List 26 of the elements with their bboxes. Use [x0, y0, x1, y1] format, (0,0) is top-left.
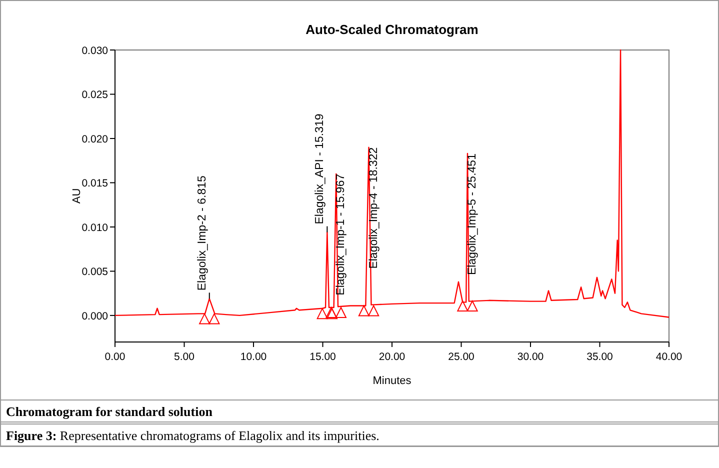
- y-tick-label: 0.015: [82, 178, 108, 190]
- x-axis-title: Minutes: [372, 375, 412, 387]
- annotation: Elagolix_API - 15.319: [314, 114, 326, 224]
- y-axis-title: AU: [71, 188, 83, 204]
- y-tick-label: 0.000: [82, 310, 108, 322]
- annotation: Elagolix_Imp-4 - 18.322: [368, 147, 380, 269]
- y-tick-label: 0.005: [82, 266, 108, 278]
- caption: Figure 3: Representative chromatograms of Elagolix and its impurities.: [6, 428, 380, 443]
- y-tick-label: 0.030: [82, 45, 108, 57]
- x-tick-label: 0.00: [104, 351, 126, 363]
- y-tick-label: 0.020: [82, 133, 108, 146]
- annotation: Elagolix_Imp-2 - 6.815: [196, 176, 208, 291]
- x-tick-label: 25.00: [448, 351, 475, 363]
- x-tick-label: 35.00: [586, 351, 614, 363]
- annotation: Elagolix_Imp-1 - 15.967: [335, 174, 348, 296]
- y-tick-label: 0.010: [82, 222, 108, 234]
- x-tick-label: 5.00: [174, 351, 195, 363]
- text: Chromatogram for standard solution: [6, 404, 214, 419]
- x-tick-label: 15.00: [310, 351, 336, 363]
- x-tick-label: 10.00: [240, 351, 267, 363]
- x-tick-label: 30.00: [517, 351, 544, 363]
- annotation: Elagolix_Imp-5 - 25.451: [466, 154, 478, 275]
- y-tick-label: 0.025: [82, 89, 108, 102]
- x-tick-label: 20.00: [378, 351, 406, 363]
- x-tick-label: 40.00: [656, 351, 682, 363]
- chart-title: Auto-Scaled Chromatogram: [306, 22, 478, 37]
